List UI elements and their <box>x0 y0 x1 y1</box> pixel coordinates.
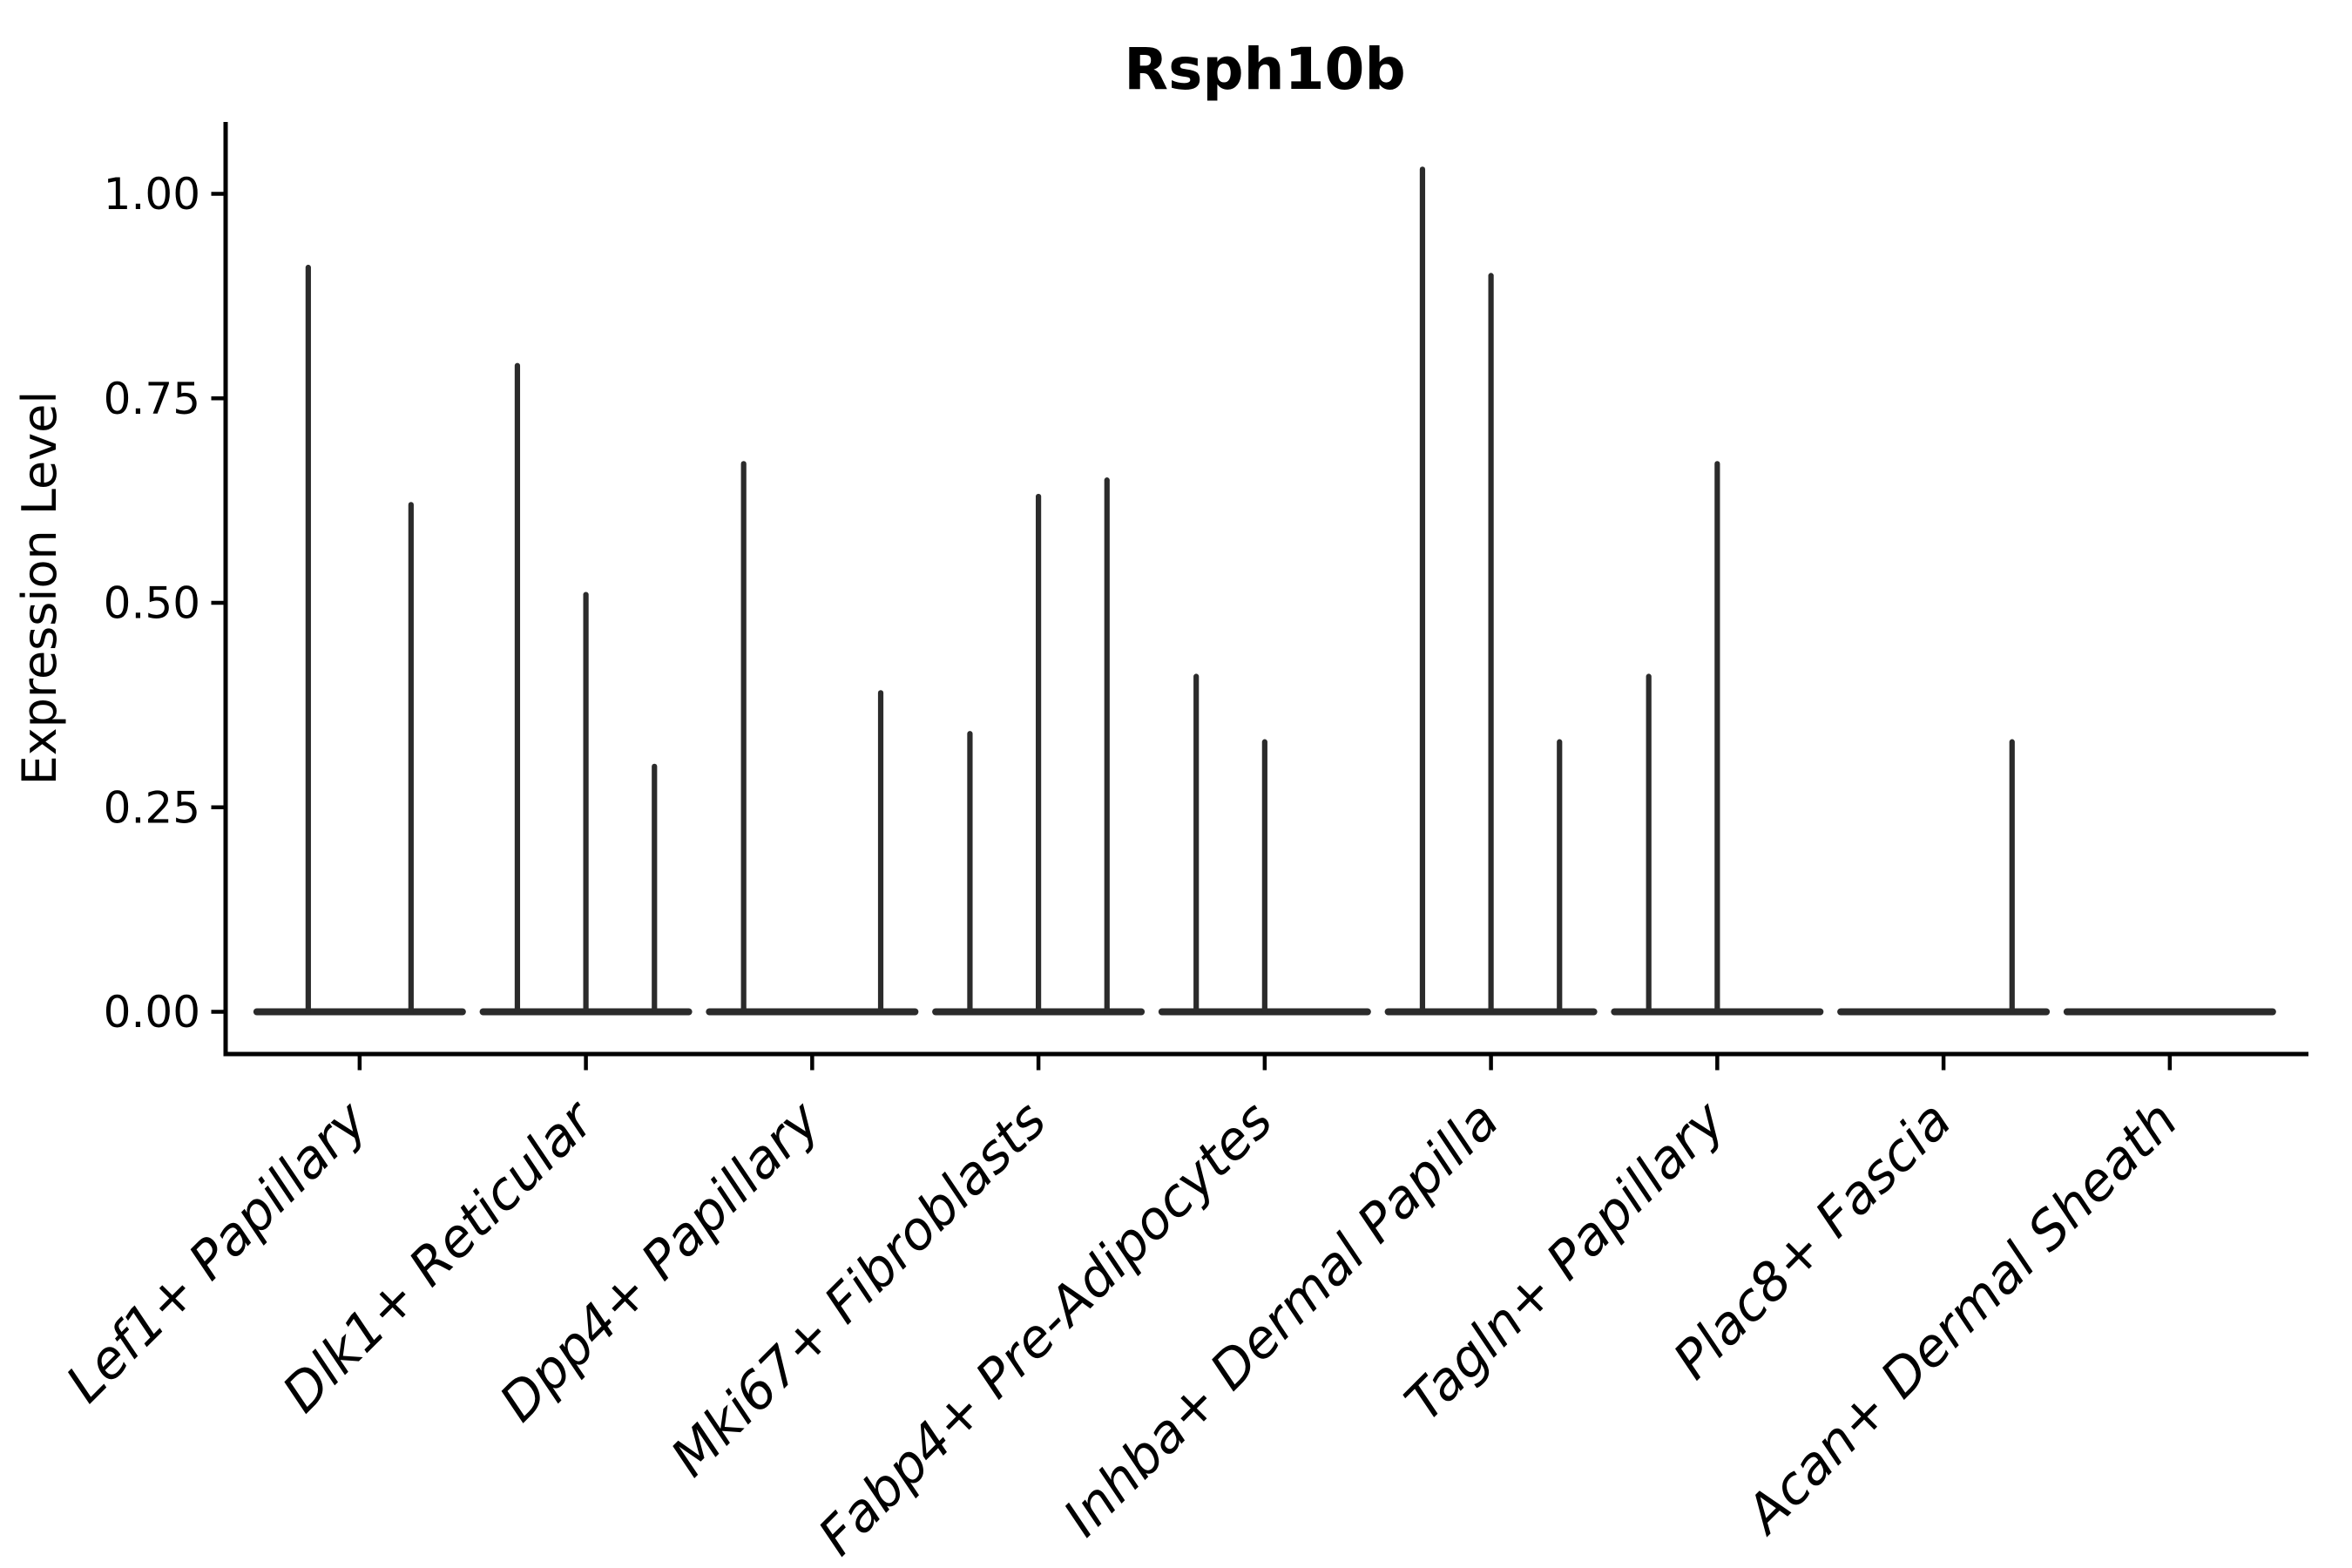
y-tick-label: 1.00 <box>104 169 200 220</box>
chart-title: Rsph10b <box>1124 36 1405 103</box>
x-tick-label: Acan+ Dermal Sheath <box>1733 1090 2190 1547</box>
x-tick-label: Fabp4+ Pre-Adipocytes <box>807 1090 1284 1567</box>
y-tick-label: 0.25 <box>104 782 200 833</box>
y-tick-label: 0.50 <box>104 578 200 629</box>
y-axis-label: Expression Level <box>12 391 67 786</box>
y-tick-label: 0.00 <box>104 987 200 1037</box>
y-tick-label: 0.75 <box>104 374 200 424</box>
x-tick-label: Inhba+ Dermal Papilla <box>1052 1090 1511 1548</box>
x-tick-label: Mki67+ Fibroblasts <box>659 1090 1058 1489</box>
